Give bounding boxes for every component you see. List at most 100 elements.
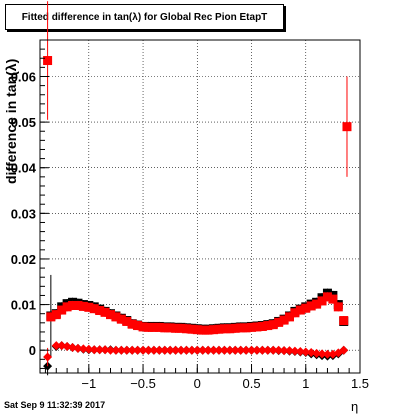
data-point [165,323,175,333]
x-tick-label: 0.5 [242,376,260,391]
data-point [95,306,105,316]
data-point [322,349,332,359]
data-point [241,323,251,333]
data-point [219,345,229,355]
x-tick-label: 1 [302,376,309,391]
data-point [203,345,213,355]
data-point [78,344,88,354]
data-point [214,324,224,334]
data-point [274,317,284,327]
data-point [268,345,278,355]
data-point [181,345,191,355]
data-point [89,304,99,314]
data-point [328,294,338,304]
data-point [333,302,343,312]
x-tick-label: 1.5 [351,376,369,391]
data-point [165,345,175,355]
x-axis-label: η [351,399,359,414]
y-tick-label: 0.05 [11,115,36,130]
data-point [73,300,83,310]
data-point [274,345,284,355]
y-tick-label: 0.06 [11,69,36,84]
data-point [290,346,300,356]
data-point [154,322,164,332]
data-point [312,348,322,358]
data-point [257,321,267,331]
data-point [306,301,316,311]
data-point [62,342,72,352]
data-point [143,345,153,355]
data-point [149,322,159,332]
data-point [312,299,322,309]
y-tick-label: 0.01 [11,298,36,313]
y-tick-label: 0 [29,343,36,358]
x-tick-label: −0.5 [130,376,156,391]
y-axis-label: difference in tan(λ) [3,58,19,184]
data-point [176,323,186,333]
data-point [263,321,273,331]
data-point [89,345,99,355]
data-point [133,321,143,331]
data-point [181,324,191,334]
data-point [192,325,202,335]
data-point [43,352,53,362]
data-point [138,345,148,355]
data-point [203,325,213,335]
data-point [62,302,72,312]
data-point [43,56,53,66]
data-point [342,122,352,132]
data-point [198,345,208,355]
data-point [247,322,257,332]
title-box: Fitted difference in tan(λ) for Global R… [5,4,284,30]
data-point [284,346,294,356]
plot-frame [39,39,361,374]
grid-lines [40,40,360,373]
timestamp: Sat Sep 9 11:32:39 2017 [4,400,106,410]
data-point [284,312,294,322]
y-tick-label: 0.04 [11,161,37,176]
data-point [127,319,137,329]
axis-ticks: −1 −0.5 0 0.5 1 1.5 0 0.01 0.02 0.03 0.04 0.05 0.06 [11,48,369,391]
data-point [73,343,83,353]
data-point [187,324,197,334]
data-point [100,307,110,317]
data-point [84,302,94,312]
data-point [171,345,181,355]
data-point [230,345,240,355]
data-point [149,345,159,355]
x-tick-label: −1 [81,376,96,391]
data-point [57,305,67,315]
data-point [187,345,197,355]
data-point [122,345,132,355]
data-point [317,296,327,306]
data-point [241,345,251,355]
data-point [209,325,219,335]
series-3 [43,341,349,367]
series-2 [43,1,352,335]
data-point [252,345,262,355]
data-point [160,323,170,333]
data-point [111,312,121,322]
data-point [138,322,148,332]
data-point [46,312,56,322]
data-point [295,347,305,357]
data-point [143,322,153,332]
data-point [295,305,305,315]
data-point [214,345,224,355]
data-point [154,345,164,355]
data-point [198,325,208,335]
data-point [339,345,349,355]
data-point [247,345,257,355]
data-point [268,320,278,330]
data-point [160,345,170,355]
data-point [51,310,61,320]
data-point [301,347,311,357]
data-point [252,322,262,332]
data-point [127,345,137,355]
data-point [68,300,78,310]
data-point [57,341,67,351]
data-point [176,345,186,355]
data-point [225,324,235,334]
data-point [279,346,289,356]
